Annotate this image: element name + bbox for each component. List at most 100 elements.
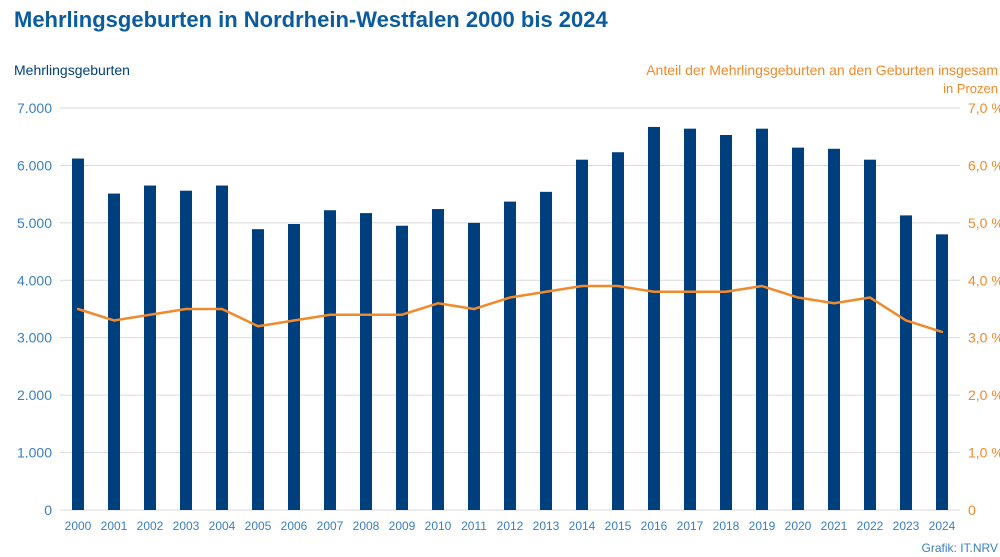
right-axis-unit: in Prozen <box>943 81 998 96</box>
line-point <box>940 330 944 334</box>
line-point <box>184 307 188 311</box>
bar <box>108 193 120 510</box>
left-tick-label: 2.000 <box>17 387 52 403</box>
bar <box>684 128 696 510</box>
line-point <box>904 319 908 322</box>
bar <box>792 147 804 510</box>
line-point <box>256 325 260 328</box>
left-tick-label: 3.000 <box>17 330 52 346</box>
x-tick-label: 2011 <box>461 519 487 533</box>
bar <box>468 222 480 510</box>
bar <box>936 234 948 511</box>
x-tick-label: 2004 <box>209 519 236 533</box>
x-tick-label: 2006 <box>281 519 308 533</box>
line-point <box>832 302 836 305</box>
x-tick-label: 2015 <box>605 519 632 533</box>
line-point <box>292 319 296 322</box>
source-note: Grafik: IT.NRV <box>922 541 998 555</box>
line-point <box>400 313 404 316</box>
right-tick-label: 1,0 % <box>968 445 1000 461</box>
bar-series <box>72 126 948 511</box>
x-tick-label: 2022 <box>857 519 884 533</box>
line-point <box>508 296 512 299</box>
line-point <box>688 290 692 293</box>
bar <box>432 209 444 510</box>
x-tick-label: 2013 <box>533 519 560 533</box>
bar <box>72 158 84 510</box>
left-axis-ticks: 0 1.000 2.000 3.000 4.000 5.000 6.000 7.000 <box>17 100 52 518</box>
left-tick-label: 1.000 <box>17 445 52 461</box>
line-point <box>544 290 548 293</box>
x-tick-label: 2009 <box>389 519 416 533</box>
x-tick-label: 2003 <box>173 519 200 533</box>
right-axis-title: Anteil der Mehrlingsgeburten an den Gebu… <box>646 62 998 78</box>
left-tick-label: 4.000 <box>17 272 52 288</box>
line-point <box>220 307 224 311</box>
right-tick-label: 2,0 % <box>968 387 1000 403</box>
x-axis-ticks: 2000 2001 2002 2003 2004 2005 2006 2007 2008 2009… <box>65 519 956 533</box>
right-tick-label: 6,0 % <box>968 157 1000 173</box>
bar <box>288 224 300 510</box>
line-point <box>148 313 152 316</box>
bar <box>504 201 516 510</box>
x-tick-label: 2005 <box>245 519 272 533</box>
bar <box>216 185 228 510</box>
line-point <box>436 302 440 305</box>
bar <box>324 210 336 511</box>
line-point <box>652 290 656 293</box>
x-tick-label: 2016 <box>641 519 668 533</box>
bar <box>612 152 624 510</box>
bar <box>576 159 588 510</box>
line-point <box>112 319 116 322</box>
x-tick-label: 2023 <box>893 519 920 533</box>
line-point <box>364 313 368 316</box>
right-tick-label: 3,0 % <box>968 330 1000 346</box>
x-tick-label: 2019 <box>749 519 776 533</box>
bar <box>828 148 840 510</box>
right-tick-label: 0 <box>968 502 976 518</box>
bar <box>144 185 156 510</box>
bar <box>864 159 876 510</box>
right-tick-label: 4,0 % <box>968 272 1000 288</box>
line-point <box>76 307 80 311</box>
x-tick-label: 2014 <box>569 519 596 533</box>
x-tick-label: 2000 <box>65 519 92 533</box>
left-tick-label: 7.000 <box>17 100 52 116</box>
left-tick-label: 5.000 <box>17 215 52 231</box>
line-point <box>868 296 872 299</box>
chart-title: Mehrlingsgeburten in Nordrhein-Westfalen… <box>14 7 609 32</box>
x-tick-label: 2008 <box>353 519 380 533</box>
x-tick-label: 2010 <box>425 519 452 533</box>
line-point <box>760 284 764 288</box>
x-tick-label: 2001 <box>101 519 128 533</box>
right-axis-ticks: 0 1,0 % 2,0 % 3,0 % 4,0 % 5,0 % 6,0 % 7,0 % <box>968 100 1000 518</box>
x-tick-label: 2002 <box>137 519 164 533</box>
bar <box>252 229 264 510</box>
x-tick-label: 2017 <box>677 519 704 533</box>
bar <box>720 134 732 510</box>
right-tick-label: 7,0 % <box>968 100 1000 116</box>
bar <box>756 128 768 510</box>
left-axis-title: Mehrlingsgeburten <box>14 62 130 78</box>
bar <box>540 191 552 511</box>
line-point <box>472 307 476 311</box>
bar <box>648 126 660 511</box>
x-tick-label: 2020 <box>785 519 812 533</box>
bar <box>360 213 372 510</box>
bar <box>180 190 192 510</box>
line-point <box>724 290 728 293</box>
x-tick-label: 2021 <box>821 519 848 533</box>
line-series <box>76 284 944 334</box>
x-tick-label: 2007 <box>317 519 344 533</box>
left-tick-label: 6.000 <box>17 157 52 173</box>
line-point <box>328 313 332 316</box>
line-point <box>796 296 800 299</box>
x-tick-label: 2012 <box>497 519 524 533</box>
x-tick-label: 2024 <box>929 519 956 533</box>
left-tick-label: 0 <box>44 502 52 518</box>
x-tick-label: 2018 <box>713 519 740 533</box>
line-point <box>616 284 620 288</box>
bar <box>396 225 408 510</box>
line-point <box>580 284 584 288</box>
